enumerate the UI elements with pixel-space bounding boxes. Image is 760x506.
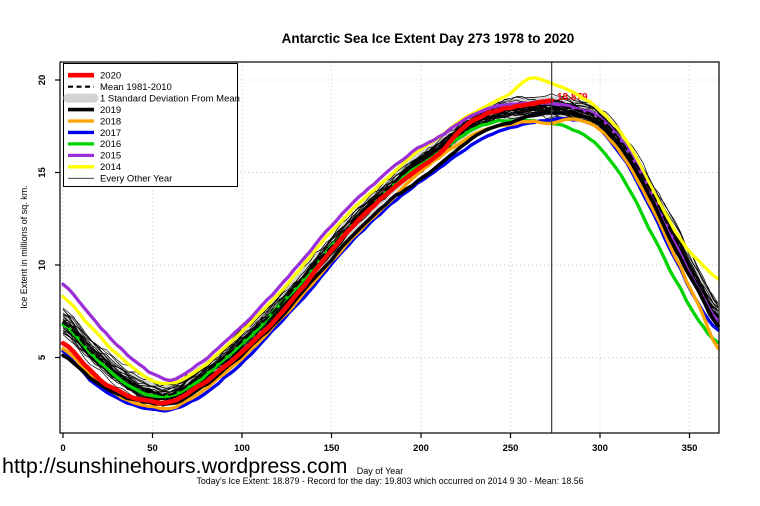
- x-tick-label-150: 150: [324, 443, 340, 454]
- todays-extent-value-label: 18.879: [557, 92, 588, 103]
- legend-label: 2017: [100, 128, 121, 139]
- y-tick-label-20: 20: [37, 75, 48, 86]
- legend-item-2017: 2017: [68, 128, 121, 139]
- x-tick-label-350: 350: [682, 443, 698, 454]
- year-series-lines: [60, 76, 720, 413]
- legend-label: 2019: [100, 105, 121, 116]
- y-tick-label-5: 5: [37, 354, 48, 360]
- background-year-line: [62, 102, 719, 394]
- x-tick-label-50: 50: [147, 443, 158, 454]
- y-tick-label-15: 15: [37, 167, 48, 178]
- chart-title: Antarctic Sea Ice Extent Day 273 1978 to…: [282, 31, 575, 46]
- legend-item-1-standard-deviation-from-mean: 1 Standard Deviation From Mean: [63, 93, 240, 104]
- legend-label: 1 Standard Deviation From Mean: [100, 93, 240, 104]
- legend-item-2016: 2016: [68, 139, 121, 150]
- axes: 0 50 100 150 200 250 300 350 5 10 15 20: [37, 61, 720, 454]
- legend-item-2014: 2014: [68, 162, 121, 173]
- legend-label: 2015: [100, 151, 121, 162]
- x-axis-title: Day of Year: [357, 466, 404, 476]
- legend-item-2015: 2015: [68, 151, 121, 162]
- series-line-2020: [60, 98, 554, 406]
- legend-label: Every Other Year: [100, 174, 172, 185]
- blog-url-text: http://sunshinehours.wordpress.com: [2, 454, 347, 478]
- y-axis-title: Ice Extent in millions of sq. km.: [19, 185, 29, 309]
- plot-border: [59, 61, 720, 434]
- legend-label: 2018: [100, 116, 121, 127]
- legend-item-mean-1981-2010: Mean 1981-2010: [68, 82, 172, 93]
- legend-item-2020: 2020: [68, 71, 121, 82]
- std-deviation-band: [63, 96, 719, 406]
- legend-label: 2020: [100, 71, 121, 82]
- std-band-area: [63, 96, 719, 406]
- x-tick-label-100: 100: [234, 443, 250, 454]
- legend-label: 2016: [100, 139, 121, 150]
- footer-stats-annotation: Today's Ice Extent: 18.879 - Record for …: [196, 476, 583, 486]
- series-line-2014: [61, 76, 720, 386]
- x-tick-label-300: 300: [592, 443, 608, 454]
- x-tick-label-0: 0: [60, 443, 65, 454]
- x-tick-label-250: 250: [503, 443, 519, 454]
- legend-item-2019: 2019: [68, 105, 121, 116]
- x-tick-label-200: 200: [413, 443, 429, 454]
- legend-label: 2014: [100, 162, 121, 173]
- series-line-mean-1981-2010: [61, 106, 720, 397]
- legend-item-2018: 2018: [68, 116, 121, 127]
- legend-item-every-other-year: Every Other Year: [68, 174, 172, 185]
- y-tick-label-10: 10: [37, 260, 48, 271]
- legend-label: Mean 1981-2010: [100, 82, 172, 93]
